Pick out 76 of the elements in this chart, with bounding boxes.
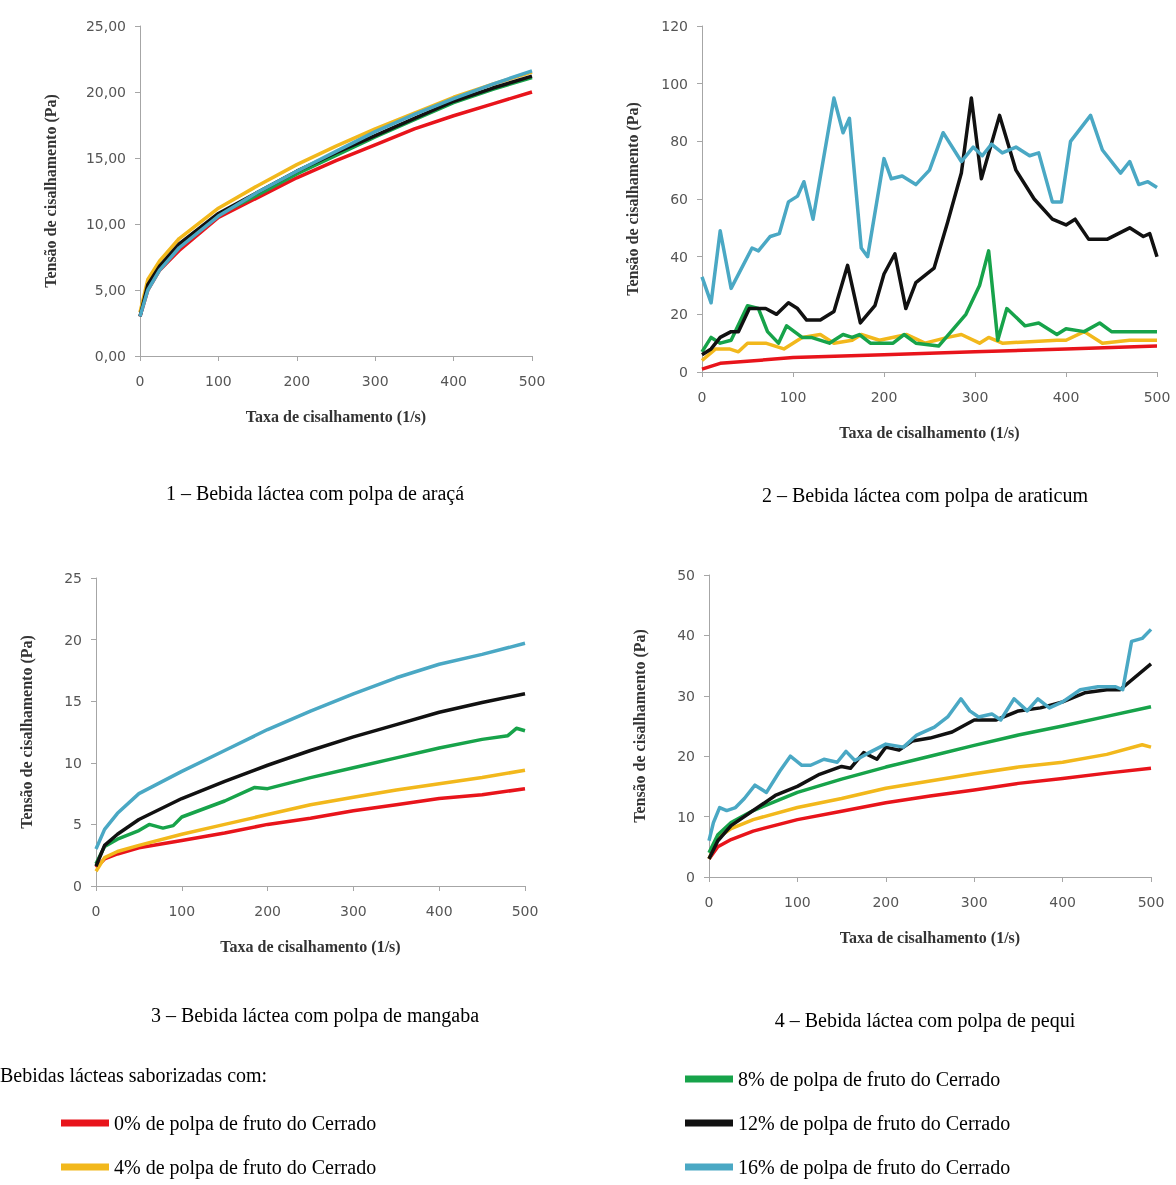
line-series: [94, 641, 527, 851]
text: 4 – Bebida láctea com polpa de pequi: [774, 1009, 1076, 1032]
x-tick-label: 300: [361, 373, 389, 389]
y-tick-label: 50: [677, 567, 695, 583]
x-tick-label: 200: [283, 373, 311, 389]
y-axis-title: Tensão de cisalhamento (Pa): [41, 94, 60, 288]
x-tick-label: 0: [704, 894, 714, 910]
legend-label: 4% de polpa de fruto do Cerrado: [114, 1156, 377, 1179]
x-tick-label: 500: [1137, 894, 1165, 910]
x-tick-label: 500: [511, 903, 539, 919]
y-axis-title: Tensão de cisalhamento (Pa): [623, 102, 642, 296]
x-tick-label: 400: [440, 373, 467, 389]
y-tick-label: 10: [677, 808, 695, 825]
line-series: [94, 692, 527, 869]
y-tick-label: 15: [64, 693, 82, 710]
y-tick-label: 5: [73, 816, 82, 833]
line-series: [707, 704, 1153, 855]
x-tick-label: 400: [425, 903, 453, 919]
line-series: [94, 768, 527, 873]
x-tick-label: 400: [1049, 894, 1076, 910]
text: 3 – Bebida láctea com polpa de mangaba: [150, 1004, 480, 1027]
line-series: [700, 96, 1159, 357]
text: 1 – Bebida láctea com polpa de araçá: [165, 482, 465, 505]
y-tick-label: 5,00: [94, 282, 126, 298]
legend-label: 8% de polpa de fruto do Cerrado: [738, 1068, 1001, 1091]
y-tick-label: 0: [686, 869, 695, 885]
legend-title: Bebidas lácteas saborizadas com:: [0, 1064, 268, 1086]
y-tick-label: 15,00: [85, 150, 126, 166]
y-tick-label: 0: [73, 878, 82, 894]
y-tick-label: 20: [64, 631, 82, 648]
y-tick-label: 0,00: [94, 348, 126, 364]
y-tick-label: 100: [661, 75, 688, 92]
x-tick-label: 300: [961, 389, 989, 405]
x-tick-label: 100: [205, 373, 232, 389]
y-tick-label: 30: [677, 687, 695, 704]
y-tick-label: 40: [677, 627, 695, 644]
x-tick-label: 200: [254, 903, 281, 919]
line-series: [707, 627, 1153, 843]
legend-label: 12% de polpa de fruto do Cerrado: [738, 1112, 1011, 1135]
line-series: [94, 786, 527, 870]
line-series: [700, 329, 1159, 363]
y-tick-label: 20: [677, 748, 695, 765]
x-tick-label: 500: [1143, 389, 1171, 405]
x-axis-title: Taxa de cisalhamento (1/s): [220, 937, 401, 956]
y-tick-label: 60: [670, 191, 688, 207]
y-axis-title: Tensão de cisalhamento (Pa): [630, 629, 649, 823]
x-tick-label: 400: [1052, 389, 1080, 405]
x-tick-label: 300: [340, 903, 367, 919]
x-axis-title: Taxa de cisalhamento (1/s): [245, 407, 427, 426]
x-tick-label: 200: [870, 389, 898, 405]
x-tick-label: 100: [784, 894, 811, 910]
y-tick-label: 80: [670, 133, 688, 150]
x-tick-label: 300: [960, 894, 988, 910]
y-tick-label: 25: [64, 570, 82, 586]
y-tick-label: 20: [670, 306, 688, 323]
y-tick-label: 10: [64, 754, 82, 771]
text: 2 – Bebida láctea com polpa de araticum: [762, 484, 1089, 507]
x-tick-label: 500: [518, 373, 546, 389]
legend-label: 0% de polpa de fruto do Cerrado: [114, 1112, 377, 1135]
y-tick-label: 10,00: [85, 216, 126, 232]
x-axis-title: Taxa de cisalhamento (1/s): [839, 928, 1021, 947]
y-axis-title: Tensão de cisalhamento (Pa): [17, 635, 36, 829]
line-series: [700, 249, 1159, 354]
y-tick-label: 25,00: [85, 18, 126, 34]
y-tick-label: 20,00: [85, 84, 126, 100]
y-tick-label: 120: [661, 18, 688, 34]
x-tick-label: 100: [168, 903, 196, 919]
line-series: [700, 96, 1159, 305]
y-tick-label: 40: [670, 248, 688, 265]
x-axis-title: Taxa de cisalhamento (1/s): [839, 423, 1020, 442]
x-tick-label: 0: [135, 373, 145, 389]
legend-label: 16% de polpa de fruto do Cerrado: [738, 1156, 1011, 1179]
x-tick-label: 0: [697, 389, 707, 405]
x-tick-label: 100: [779, 389, 807, 405]
x-tick-label: 200: [872, 894, 900, 910]
line-series: [94, 726, 527, 866]
